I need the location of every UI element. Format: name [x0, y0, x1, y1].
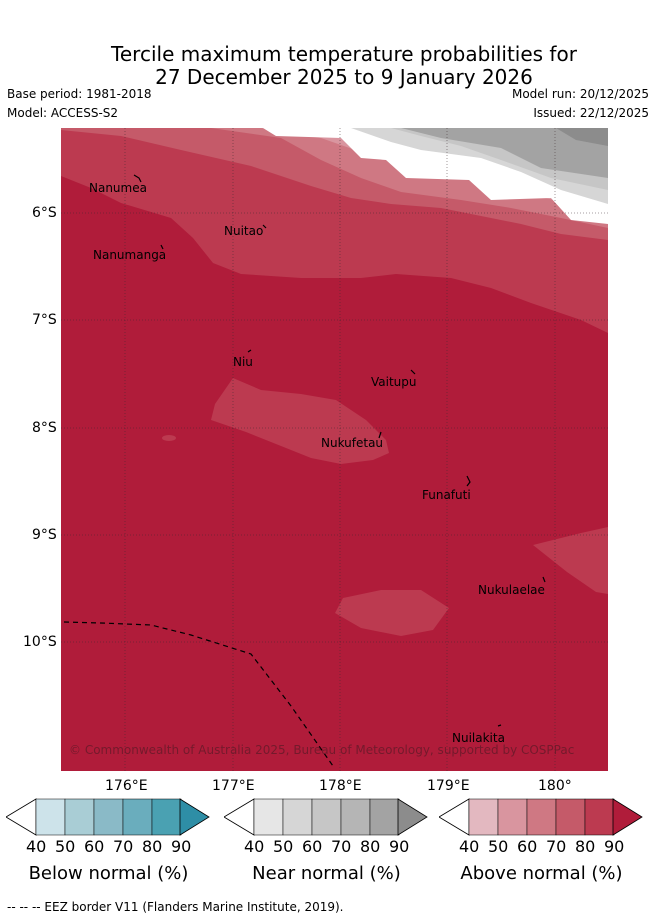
- above-tick-90: 90: [604, 837, 625, 856]
- above-normal-patch-small: [162, 435, 176, 441]
- above-tick-50: 50: [488, 837, 509, 856]
- below-colorbar-segment-4: [122, 798, 153, 836]
- above-tick-80: 80: [575, 837, 596, 856]
- lon-label-176e: 176°E: [105, 778, 148, 794]
- model-name: Model: ACCESS-S2: [7, 106, 119, 120]
- below-normal-label: Below normal (%): [28, 863, 189, 884]
- above-tick-70: 70: [546, 837, 567, 856]
- eez-footnote: -- -- -- EEZ border V11 (Flanders Marine…: [7, 900, 344, 914]
- above-colorbar-segment-3: [526, 798, 557, 836]
- model-run-date: Model run: 20/12/2025: [511, 87, 649, 101]
- above-colorbar-ticks: 40 50 60 70 80 90: [439, 838, 644, 856]
- graticule: [61, 128, 608, 771]
- near-colorbar-segments: [253, 798, 400, 836]
- near-colorbar-segment-3: [311, 798, 342, 836]
- place-label-nukufetau: Nukufetau: [321, 436, 384, 450]
- place-label-nuitao: Nuitao: [224, 224, 264, 238]
- above-normal-colorbar: [439, 798, 643, 836]
- above-colorbar-segment-1: [468, 798, 499, 836]
- near-tick-60: 60: [302, 837, 323, 856]
- below-colorbar-segment-3: [93, 798, 124, 836]
- nukufetau-island-icon: [378, 431, 382, 439]
- below-tick-90: 90: [171, 837, 192, 856]
- below-tick-50: 50: [55, 837, 76, 856]
- above-colorbar-high-extend: [612, 798, 643, 836]
- near-colorbar-segment-4: [340, 798, 371, 836]
- lat-label-10s: 10°S: [23, 634, 57, 650]
- nuitao-island-icon: [262, 224, 267, 229]
- nukulaelae-island-icon: [542, 576, 546, 583]
- below-tick-70: 70: [113, 837, 134, 856]
- lon-label-180: 180°: [538, 778, 572, 794]
- lon-label-177e: 177°E: [212, 778, 255, 794]
- above-colorbar-segment-2: [497, 798, 528, 836]
- eez-border-line: [63, 621, 334, 767]
- near-tick-40: 40: [244, 837, 265, 856]
- near-colorbar-high-extend: [397, 798, 428, 836]
- lat-label-8s: 8°S: [32, 420, 57, 436]
- below-colorbar-segments: [35, 798, 182, 836]
- below-tick-40: 40: [26, 837, 47, 856]
- place-label-nanumea: Nanumea: [89, 181, 147, 195]
- place-label-nanumanga: Nanumanga: [93, 248, 167, 262]
- vaitupu-island-icon: [410, 369, 416, 375]
- above-colorbar-segments: [468, 798, 615, 836]
- near-normal-60-70-area: [401, 128, 608, 178]
- below-colorbar-segment-5: [151, 798, 182, 836]
- base-period: Base period: 1981-2018: [7, 87, 152, 101]
- near-colorbar-segment-2: [282, 798, 313, 836]
- near-tick-50: 50: [273, 837, 294, 856]
- near-normal-label: Near normal (%): [252, 863, 401, 884]
- lat-label-9s: 9°S: [32, 527, 57, 543]
- lat-label-7s: 7°S: [32, 312, 57, 328]
- near-colorbar-ticks: 40 50 60 70 80 90: [224, 838, 429, 856]
- above-colorbar-segment-4: [555, 798, 586, 836]
- map-title-line-1: Tercile maximum temperature probabilitie…: [111, 42, 577, 66]
- place-label-nuilakita: Nuilakita: [452, 731, 505, 745]
- map-title-line-2: 27 December 2025 to 9 January 2026: [155, 65, 533, 89]
- near-tick-90: 90: [389, 837, 410, 856]
- place-label-vaitupu: Vaitupu: [371, 375, 417, 389]
- nanumea-island-icon: [133, 174, 142, 183]
- near-tick-70: 70: [331, 837, 352, 856]
- above-tick-60: 60: [517, 837, 538, 856]
- below-colorbar-low-extend: [6, 798, 37, 836]
- near-normal-colorbar: [224, 798, 428, 836]
- below-colorbar-high-extend: [179, 798, 210, 836]
- below-tick-80: 80: [142, 837, 163, 856]
- islands: [133, 174, 546, 727]
- lon-label-178e: 178°E: [319, 778, 362, 794]
- lon-label-179e: 179°E: [427, 778, 470, 794]
- niu-island-icon: [247, 349, 252, 353]
- above-normal-patch-central: [211, 378, 389, 464]
- nuilakita-island-icon: [497, 724, 502, 727]
- nanumanga-island-icon: [160, 244, 164, 250]
- below-colorbar-segment-2: [64, 798, 95, 836]
- below-tick-60: 60: [84, 837, 105, 856]
- place-label-funafuti: Funafuti: [422, 488, 471, 502]
- near-colorbar-segment-1: [253, 798, 284, 836]
- above-normal-label: Above normal (%): [460, 863, 623, 884]
- lat-label-6s: 6°S: [32, 205, 57, 221]
- above-tick-40: 40: [459, 837, 480, 856]
- near-colorbar-low-extend: [224, 798, 255, 836]
- below-colorbar-segment-1: [35, 798, 66, 836]
- near-colorbar-segment-5: [369, 798, 400, 836]
- near-normal-70-80-area: [556, 128, 608, 146]
- copyright-notice: © Commonwealth of Australia 2025, Bureau…: [69, 743, 575, 757]
- funafuti-island-icon: [466, 475, 471, 487]
- issued-date: Issued: 22/12/2025: [533, 106, 649, 120]
- probability-map: [61, 128, 608, 771]
- near-tick-80: 80: [360, 837, 381, 856]
- above-normal-patch-south: [335, 590, 449, 636]
- below-normal-colorbar: [6, 798, 210, 836]
- below-colorbar-ticks: 40 50 60 70 80 90: [6, 838, 211, 856]
- above-colorbar-low-extend: [439, 798, 470, 836]
- above-colorbar-segment-5: [584, 798, 615, 836]
- above-normal-patch-east: [533, 527, 608, 594]
- place-label-niu: Niu: [233, 355, 253, 369]
- place-label-nukulaelae: Nukulaelae: [478, 583, 545, 597]
